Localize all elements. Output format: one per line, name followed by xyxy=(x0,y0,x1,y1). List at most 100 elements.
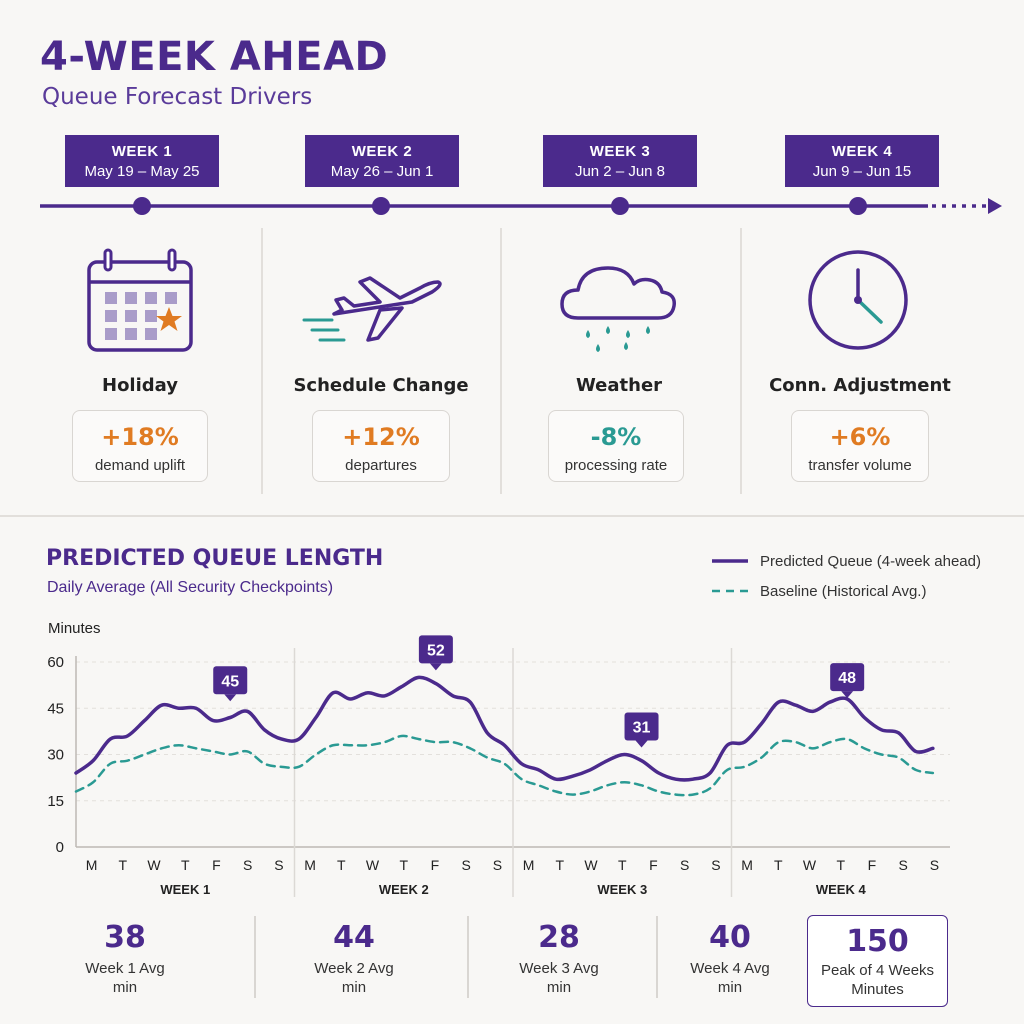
week-badge-1: WEEK 1 May 19 – May 25 xyxy=(65,135,219,187)
stat-unit: min xyxy=(112,979,138,996)
stat-week-1: 38 Week 1 Avg min xyxy=(60,920,190,997)
x-tick-label: F xyxy=(431,857,440,873)
driver-value-box: -8% processing rate xyxy=(548,410,684,482)
stat-label: Week 3 Avg xyxy=(519,960,599,977)
stat-label: Week 2 Avg xyxy=(314,960,394,977)
week-label: WEEK 3 xyxy=(589,143,651,160)
chart-legend: Predicted Queue (4-week ahead) Baseline … xyxy=(712,546,981,606)
stat-value: 150 xyxy=(846,924,909,959)
x-tick-label: S xyxy=(680,857,689,873)
x-tick-label: S xyxy=(930,857,939,873)
week-badge-4: WEEK 4 Jun 9 – Jun 15 xyxy=(785,135,939,187)
queue-length-chart: Minutes 0 15 30 45 60 M T W T F S S WEEK 1 M T W T F S S WEEK… xyxy=(47,620,950,897)
annotation-badge xyxy=(624,712,659,741)
x-tick-label: T xyxy=(181,857,190,873)
divider xyxy=(254,916,256,998)
driver-holiday: Holiday +18% demand uplift xyxy=(21,230,259,500)
driver-description: transfer volume xyxy=(808,457,912,474)
driver-value-box: +18% demand uplift xyxy=(72,410,208,482)
legend-item-baseline: Baseline (Historical Avg.) xyxy=(712,576,981,606)
clock-icon xyxy=(808,250,908,350)
week-label: WEEK 2 xyxy=(351,143,413,160)
divider xyxy=(261,228,263,494)
x-tick-label: M xyxy=(304,857,316,873)
driver-description: demand uplift xyxy=(94,457,186,474)
x-tick-label: T xyxy=(556,857,565,873)
x-tick-label: T xyxy=(836,857,845,873)
timeline xyxy=(40,197,1002,215)
stat-week-4: 40 Week 4 Avg min xyxy=(665,920,795,997)
stat-value: 38 xyxy=(104,920,146,955)
y-tick-label: 0 xyxy=(56,839,64,856)
x-tick-label: T xyxy=(774,857,783,873)
driver-name: Conn. Adjustment xyxy=(769,375,951,396)
annotation-label: 31 xyxy=(633,720,651,737)
week-dates: May 19 – May 25 xyxy=(84,163,200,180)
legend-label: Predicted Queue (4-week ahead) xyxy=(760,552,981,570)
timeline-dot-week-2 xyxy=(372,197,390,215)
divider xyxy=(740,228,742,494)
x-tick-label: W xyxy=(803,857,817,873)
series-line-predicted xyxy=(74,675,935,782)
x-tick-label: M xyxy=(86,857,98,873)
timeline-dot-week-3 xyxy=(611,197,629,215)
driver-value: +12% xyxy=(342,423,420,451)
annotation-pointer xyxy=(635,740,648,748)
x-tick-label: F xyxy=(868,857,877,873)
stat-unit: min xyxy=(717,979,743,996)
annotation-badge xyxy=(213,666,248,695)
week-axis-label: WEEK 3 xyxy=(597,882,647,897)
page-title: 4-WEEK AHEAD xyxy=(40,34,389,80)
driver-value: +6% xyxy=(829,423,891,451)
timeline-dot-week-1 xyxy=(133,197,151,215)
stat-unit: min xyxy=(341,979,367,996)
driver-conn-adjustment: Conn. Adjustment +6% transfer volume xyxy=(741,230,979,500)
week-badge-2: WEEK 2 May 26 – Jun 1 xyxy=(305,135,459,187)
x-tick-label: T xyxy=(618,857,627,873)
annotation-badge xyxy=(418,635,453,664)
week-badge-3: WEEK 3 Jun 2 – Jun 8 xyxy=(543,135,697,187)
x-tick-label: M xyxy=(741,857,753,873)
stat-unit: min xyxy=(546,979,572,996)
driver-value-box: +6% transfer volume xyxy=(791,410,929,482)
x-tick-label: S xyxy=(493,857,502,873)
timeline-arrow-icon xyxy=(988,198,1002,214)
chart-subtitle: Daily Average (All Security Checkpoints) xyxy=(47,579,334,596)
annotation-pointer xyxy=(841,691,854,699)
stat-label: Week 4 Avg xyxy=(690,960,770,977)
week-dates: May 26 – Jun 1 xyxy=(330,163,434,180)
week-dates: Jun 9 – Jun 15 xyxy=(812,163,912,180)
driver-description: processing rate xyxy=(564,457,668,474)
annotation-label: 52 xyxy=(427,642,445,659)
x-tick-label: S xyxy=(243,857,252,873)
y-tick-label: 30 xyxy=(47,747,64,764)
stat-value: 44 xyxy=(333,920,375,955)
legend-solid-line-icon xyxy=(712,559,748,563)
driver-value-box: +12% departures xyxy=(312,410,450,482)
driver-value: -8% xyxy=(590,423,642,451)
legend-dashed-line-icon xyxy=(712,589,748,593)
week-axis-label: WEEK 1 xyxy=(160,882,210,897)
timeline-dot-week-4 xyxy=(849,197,867,215)
driver-name: Weather xyxy=(575,375,663,396)
x-tick-label: W xyxy=(584,857,598,873)
week-dates: Jun 2 – Jun 8 xyxy=(574,163,666,180)
divider xyxy=(656,916,658,998)
stat-label: Week 1 Avg xyxy=(85,960,165,977)
stat-week-3: 28 Week 3 Avg min xyxy=(494,920,624,997)
stat-unit: Minutes xyxy=(851,981,904,998)
x-tick-label: W xyxy=(147,857,161,873)
y-tick-label: 45 xyxy=(47,700,64,717)
x-tick-label: M xyxy=(523,857,535,873)
annotation-label: 48 xyxy=(838,670,856,687)
x-tick-label: T xyxy=(337,857,346,873)
week-label: WEEK 1 xyxy=(111,143,173,160)
x-tick-label: F xyxy=(649,857,658,873)
x-tick-label: F xyxy=(212,857,221,873)
divider xyxy=(500,228,502,494)
x-tick-label: S xyxy=(274,857,283,873)
calendar-icon xyxy=(87,248,193,352)
annotation-pointer xyxy=(224,694,237,702)
chart-title: PREDICTED QUEUE LENGTH xyxy=(46,546,384,571)
airplane-icon xyxy=(302,276,442,342)
